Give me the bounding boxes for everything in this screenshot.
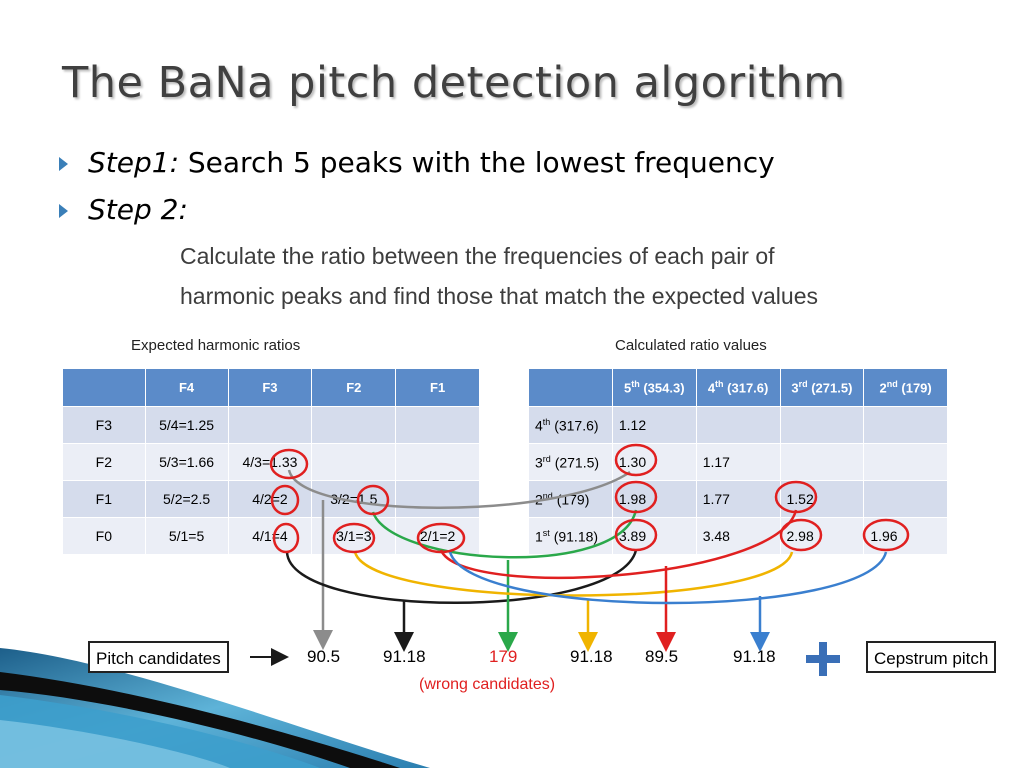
yellow-connector bbox=[353, 551, 794, 597]
plus-icon bbox=[806, 642, 840, 676]
table-cell: F3 bbox=[62, 406, 146, 444]
table-cell bbox=[779, 406, 865, 444]
candidate-value: 89.5 bbox=[645, 647, 679, 666]
table-cell bbox=[863, 480, 948, 518]
table-cell: 1.98 bbox=[611, 480, 697, 518]
table-row: F1 5/2=2.5 4/2=2 3/2=1.5 bbox=[62, 480, 480, 518]
candidate-value: 91.18 bbox=[733, 647, 776, 666]
table-cell: F1 bbox=[62, 480, 146, 518]
calculated-table-caption: Calculated ratio values bbox=[615, 337, 767, 354]
step1-text: Search 5 peaks with the lowest frequency bbox=[179, 146, 775, 179]
bullet-step1: Step1: Search 5 peaks with the lowest fr… bbox=[59, 146, 775, 179]
table-row: 2nd (179) 1.98 1.77 1.52 bbox=[528, 480, 948, 518]
table-cell: 3.48 bbox=[695, 517, 781, 555]
table-row-label: 4th (317.6) bbox=[528, 406, 613, 444]
table-cell bbox=[395, 480, 480, 518]
table-cell: 1.12 bbox=[611, 406, 697, 444]
table-header-cell bbox=[528, 368, 613, 407]
candidate-value: 90.5 bbox=[307, 647, 341, 666]
bullet-arrow-icon bbox=[59, 157, 68, 171]
highlight-circle bbox=[269, 448, 309, 480]
wrong-candidates-note: (wrong candidates) bbox=[419, 676, 556, 693]
table-cell: 4/2=2 bbox=[227, 480, 313, 518]
highlight-circle bbox=[270, 484, 300, 516]
highlight-circle bbox=[774, 480, 818, 514]
step1-label: Step1: bbox=[88, 146, 179, 179]
gray-connector bbox=[287, 469, 631, 509]
bullet-arrow-icon bbox=[59, 204, 68, 218]
table-cell bbox=[311, 406, 397, 444]
highlight-circle bbox=[614, 480, 658, 514]
step2-description-line2: harmonic peaks and find those that match… bbox=[180, 283, 819, 309]
table-cell: 5/1=5 bbox=[144, 517, 229, 555]
table-cell bbox=[227, 406, 313, 444]
calculated-ratios-table: 5th (354.3) 4th (317.6) 3rd (271.5) 2nd … bbox=[528, 368, 948, 555]
table-cell: 1.52 bbox=[779, 480, 865, 518]
table-header-row: 5th (354.3) 4th (317.6) 3rd (271.5) 2nd … bbox=[528, 368, 948, 407]
table-cell: 4/1=4 bbox=[227, 517, 313, 555]
page-title: The BaNa pitch detection algorithm bbox=[62, 58, 846, 108]
bullet-step2: Step 2: bbox=[59, 193, 188, 226]
green-connector bbox=[371, 509, 638, 559]
candidate-value: 91.18 bbox=[570, 647, 613, 666]
table-row: 1st (91.18) 3.89 3.48 2.98 1.96 bbox=[528, 517, 948, 555]
table-cell: 3.89 bbox=[611, 517, 697, 555]
candidate-value-wrong: 179 bbox=[489, 647, 518, 666]
table-cell bbox=[863, 406, 948, 444]
table-cell bbox=[863, 443, 948, 481]
red-connector bbox=[439, 509, 798, 579]
table-header-cell: F4 bbox=[144, 368, 229, 407]
table-header-cell: 4th (317.6) bbox=[695, 368, 781, 407]
table-row: 4th (317.6) 1.12 bbox=[528, 406, 948, 444]
highlight-circle bbox=[332, 522, 376, 554]
highlight-circle bbox=[614, 518, 658, 552]
table-row-label: 1st (91.18) bbox=[528, 517, 613, 555]
candidate-value: 91.18 bbox=[383, 647, 426, 666]
table-header-row: F4 F3 F2 F1 bbox=[62, 368, 480, 407]
table-header-cell: F3 bbox=[227, 368, 313, 407]
step2-label: Step 2: bbox=[88, 193, 188, 226]
step2-description-line1: Calculate the ratio between the frequenc… bbox=[180, 243, 775, 269]
highlight-circle bbox=[614, 443, 658, 477]
table-cell: 5/2=2.5 bbox=[144, 480, 229, 518]
table-header-cell: 3rd (271.5) bbox=[779, 368, 865, 407]
table-row-label: 3rd (271.5) bbox=[528, 443, 613, 481]
table-row: F3 5/4=1.25 bbox=[62, 406, 480, 444]
table-cell: F2 bbox=[62, 443, 146, 481]
table-cell bbox=[395, 406, 480, 444]
highlight-circle bbox=[416, 522, 466, 554]
table-cell bbox=[695, 406, 781, 444]
step2-description: Calculate the ratio between the frequenc… bbox=[180, 236, 818, 316]
highlight-circle bbox=[779, 518, 823, 552]
expected-table-caption: Expected harmonic ratios bbox=[131, 337, 301, 354]
highlight-circle bbox=[862, 518, 910, 552]
table-cell: 1.17 bbox=[695, 443, 781, 481]
table-header-cell: F1 bbox=[395, 368, 480, 407]
pitch-candidates-box: Pitch candidates bbox=[88, 641, 229, 673]
table-cell bbox=[311, 443, 397, 481]
table-header-cell: 2nd (179) bbox=[863, 368, 948, 407]
table-cell: F0 bbox=[62, 517, 146, 555]
table-cell bbox=[779, 443, 865, 481]
highlight-circle bbox=[272, 522, 300, 554]
table-cell: 5/4=1.25 bbox=[144, 406, 229, 444]
cepstrum-pitch-box: Cepstrum pitch bbox=[866, 641, 997, 673]
highlight-circle bbox=[356, 484, 390, 516]
blue-connector bbox=[448, 551, 888, 605]
